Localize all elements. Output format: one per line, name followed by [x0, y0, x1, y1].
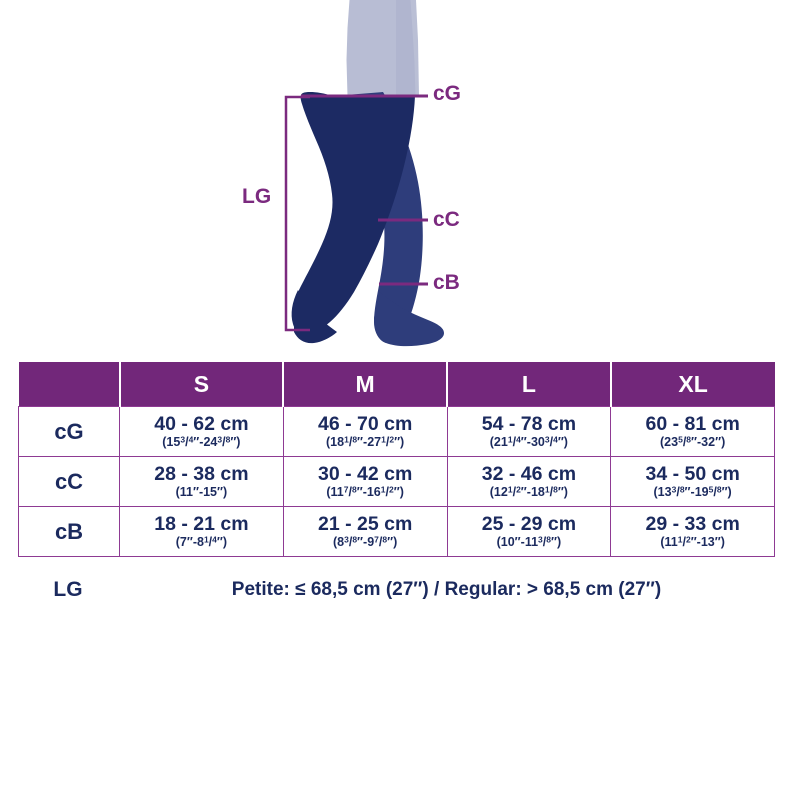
row-label-cG: cG — [18, 406, 120, 457]
cell-cG-S: 40 - 62 cm (153/4″-243/8″) — [119, 406, 284, 457]
header-cell-XL: XL — [609, 362, 775, 407]
table-row: cG 40 - 62 cm (153/4″-243/8″) 46 - 70 cm… — [18, 406, 775, 457]
measurement-label-cC: cC — [433, 208, 460, 231]
cell-cC-M: 30 - 42 cm (117/8″-161/2″) — [282, 456, 448, 507]
label-leader-lines — [408, 94, 428, 286]
measurement-label-cB: cB — [433, 271, 460, 294]
header-cell-empty — [18, 362, 121, 407]
cell-cG-L: 54 - 78 cm (211/4″-303/4″) — [446, 406, 612, 457]
LG-bracket — [284, 95, 310, 332]
cell-inch-value: (111/2″-13″) — [660, 534, 725, 549]
cell-cm-value: 46 - 70 cm — [317, 413, 413, 436]
row-label-cB: cB — [18, 506, 120, 557]
cell-inch-value: (11″-15″) — [175, 484, 228, 499]
header-cell-L: L — [446, 362, 612, 407]
lg-footer-text: Petite: ≤ 68,5 cm (27″) / Regular: > 68,… — [231, 579, 662, 600]
cell-cB-S: 18 - 21 cm (7″-81/4″) — [119, 506, 284, 557]
cell-cG-XL: 60 - 81 cm (235/8″-32″) — [610, 406, 775, 457]
cell-cB-L: 25 - 29 cm (10″-113/8″) — [446, 506, 612, 557]
table-row: cB 18 - 21 cm (7″-81/4″) 21 - 25 cm (83/… — [18, 506, 775, 557]
cell-inch-value: (7″-81/4″) — [175, 534, 228, 549]
cell-cm-value: 18 - 21 cm — [154, 513, 249, 536]
cell-cm-value: 32 - 46 cm — [481, 463, 577, 486]
cell-cB-XL: 29 - 33 cm (111/2″-13″) — [610, 506, 775, 557]
cell-cC-S: 28 - 38 cm (11″-15″) — [119, 456, 284, 507]
header-cell-S: S — [118, 362, 285, 407]
cell-inch-value: (121/2″-181/8″) — [489, 484, 568, 499]
lg-length-footer: LG Petite: ≤ 68,5 cm (27″) / Regular: > … — [18, 573, 775, 607]
cell-cm-value: 29 - 33 cm — [645, 513, 740, 536]
table-header: S M L XL — [18, 362, 775, 407]
measurement-label-cG: cG — [433, 82, 462, 105]
cell-cm-value: 28 - 38 cm — [154, 463, 249, 486]
cell-cm-value: 34 - 50 cm — [645, 463, 740, 486]
cell-inch-value: (117/8″-161/2″) — [326, 484, 404, 499]
cell-inch-value: (181/8″-271/2″) — [326, 434, 405, 449]
cell-inch-value: (153/4″-243/8″) — [162, 434, 241, 449]
cell-cC-XL: 34 - 50 cm (133/8″-195/8″) — [610, 456, 775, 507]
cell-cC-L: 32 - 46 cm (121/2″-181/8″) — [446, 456, 612, 507]
cell-inch-value: (133/8″-195/8″) — [653, 484, 732, 499]
cell-inch-value: (10″-113/8″) — [496, 534, 562, 549]
lg-footer-label: LG — [53, 578, 83, 601]
table-body: cG 40 - 62 cm (153/4″-243/8″) 46 - 70 cm… — [18, 406, 775, 557]
cell-cm-value: 21 - 25 cm — [317, 513, 413, 536]
header-row: S M L XL — [18, 362, 775, 407]
cell-cm-value: 60 - 81 cm — [645, 413, 740, 436]
leg-illustration — [284, 0, 444, 347]
cell-inch-value: (83/8″-97/8″) — [332, 534, 398, 549]
cell-cG-M: 46 - 70 cm (181/8″-271/2″) — [282, 406, 448, 457]
cell-cm-value: 30 - 42 cm — [317, 463, 413, 486]
table-row: cC 28 - 38 cm (11″-15″) 30 - 42 cm (117/… — [18, 456, 775, 507]
row-label-cC: cC — [18, 456, 120, 507]
thigh-skin-shape — [346, 0, 419, 97]
cell-inch-value: (235/8″-32″) — [660, 434, 726, 449]
cell-cm-value: 54 - 78 cm — [481, 413, 577, 436]
leg-measurement-diagram: cG cC cB LG — [0, 0, 800, 350]
cell-cm-value: 40 - 62 cm — [154, 413, 249, 436]
measurement-label-LG: LG — [242, 185, 272, 208]
size-chart-table: S M L XL cG 40 - 62 cm (153/4″-243/8″) 4… — [18, 362, 775, 557]
header-cell-M: M — [282, 362, 448, 407]
cell-cB-M: 21 - 25 cm (83/8″-97/8″) — [282, 506, 448, 557]
cell-inch-value: (211/4″-303/4″) — [489, 434, 568, 449]
cell-cm-value: 25 - 29 cm — [481, 513, 577, 536]
